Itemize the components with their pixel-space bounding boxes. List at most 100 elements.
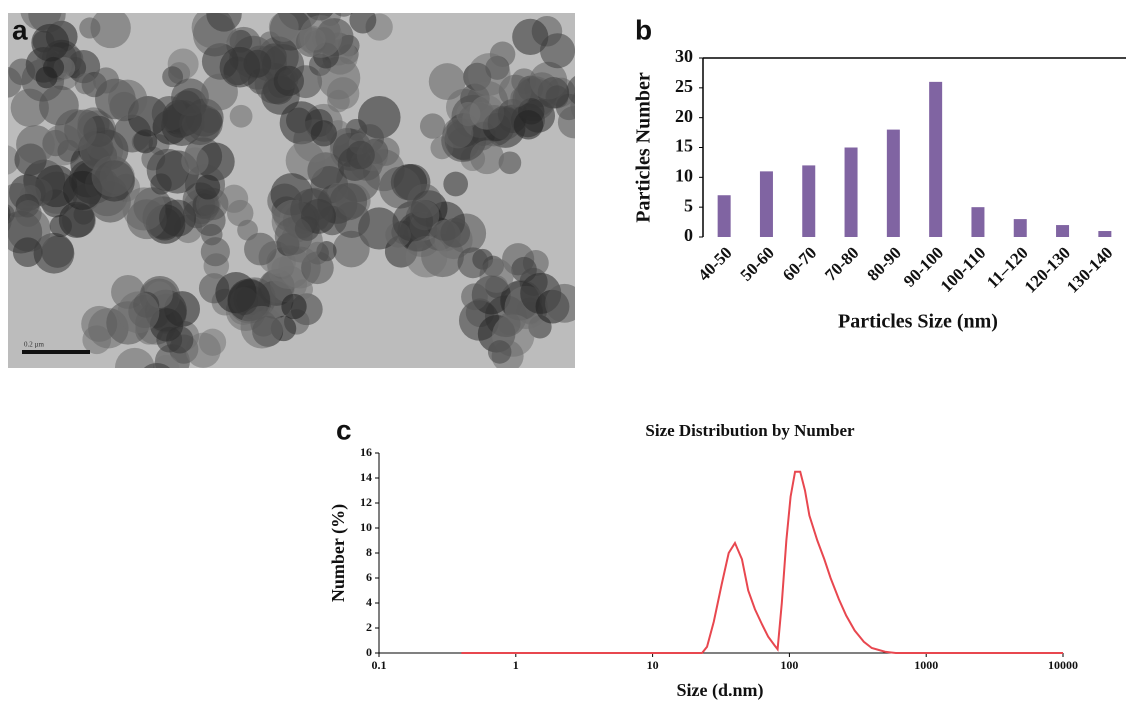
bar <box>844 147 858 237</box>
particle <box>512 18 549 55</box>
particle <box>171 78 209 117</box>
particle <box>299 15 343 58</box>
particle <box>268 13 299 42</box>
bar <box>886 129 900 237</box>
particle <box>329 182 368 221</box>
particle <box>92 67 120 94</box>
particle <box>566 76 575 104</box>
y-tick-label: 16 <box>360 445 372 459</box>
particle <box>540 33 575 69</box>
y-tick-label: 0 <box>684 225 693 245</box>
particle <box>470 140 504 175</box>
x-tick-label: 70-80 <box>821 243 862 284</box>
x-tick-label: 100 <box>780 658 798 672</box>
particle <box>90 13 131 49</box>
particle <box>557 106 575 139</box>
bar <box>1098 231 1112 237</box>
particle <box>39 85 79 126</box>
particle <box>150 173 172 195</box>
x-axis-label: Size (d.nm) <box>677 680 764 701</box>
x-tick-label: 1 <box>513 658 519 672</box>
y-tick-label: 14 <box>360 470 372 484</box>
particle <box>443 171 469 197</box>
y-tick-label: 0 <box>366 645 372 659</box>
particle <box>8 67 22 98</box>
particle <box>487 340 512 364</box>
particle <box>274 216 313 255</box>
x-tick-label: 10000 <box>1048 658 1078 672</box>
particle <box>240 305 284 349</box>
particle <box>545 85 569 109</box>
particle <box>457 247 489 279</box>
particle <box>332 230 370 268</box>
particle <box>237 219 258 241</box>
panel-label: b <box>635 14 652 45</box>
x-tick-label: 80-90 <box>863 243 904 284</box>
particle <box>326 77 360 110</box>
particle <box>334 13 353 17</box>
x-tick-label: 130-140 <box>1063 243 1117 297</box>
particle <box>43 56 65 78</box>
y-tick-label: 10 <box>360 520 372 534</box>
y-tick-label: 15 <box>675 136 693 156</box>
particle <box>193 204 226 237</box>
particle <box>243 49 272 78</box>
particle <box>58 201 95 238</box>
particle <box>461 283 488 311</box>
x-tick-label: 60-70 <box>779 243 820 284</box>
y-tick-label: 10 <box>675 165 693 185</box>
bar <box>717 195 731 237</box>
particle <box>126 199 167 240</box>
particle <box>200 237 230 267</box>
particles <box>8 0 575 368</box>
particle <box>479 258 514 293</box>
particle <box>570 92 575 119</box>
y-axis-label: Number (%) <box>328 504 349 602</box>
particle <box>229 286 259 316</box>
particle <box>440 217 471 248</box>
particle <box>273 65 305 97</box>
particle <box>114 347 155 368</box>
particle <box>41 235 74 268</box>
particle <box>295 0 338 6</box>
particle <box>442 117 474 149</box>
particle <box>12 237 43 267</box>
x-tick-label: 1000 <box>914 658 938 672</box>
y-tick-label: 20 <box>675 106 693 126</box>
particle <box>407 183 442 219</box>
y-tick-label: 8 <box>366 545 372 559</box>
particle <box>346 140 375 170</box>
chart-title: Size Distribution by Number <box>645 421 855 440</box>
particle <box>497 312 521 336</box>
particle <box>31 23 70 62</box>
particle <box>310 120 337 147</box>
particle <box>498 151 522 175</box>
particle <box>419 113 446 139</box>
bar <box>929 81 943 237</box>
particle <box>108 79 148 119</box>
particle <box>513 110 544 140</box>
particle <box>117 291 160 334</box>
particle <box>86 133 113 160</box>
particle <box>349 13 377 34</box>
particle <box>229 104 253 128</box>
x-tick-label: 100-110 <box>937 243 990 296</box>
particle <box>285 140 325 181</box>
particle <box>74 73 96 95</box>
particle <box>14 200 42 227</box>
particle <box>79 17 101 39</box>
y-tick-label: 30 <box>675 46 693 66</box>
panel-label: c <box>336 414 352 445</box>
x-tick-label: 40-50 <box>694 243 735 284</box>
particle <box>195 174 221 200</box>
particle <box>405 235 448 278</box>
particle <box>428 63 466 101</box>
particle <box>159 199 197 237</box>
y-tick-label: 5 <box>684 195 693 215</box>
bar <box>1013 219 1027 237</box>
particle <box>467 53 511 96</box>
y-tick-label: 25 <box>675 76 693 96</box>
particle <box>206 13 242 32</box>
y-tick-label: 4 <box>366 595 372 609</box>
